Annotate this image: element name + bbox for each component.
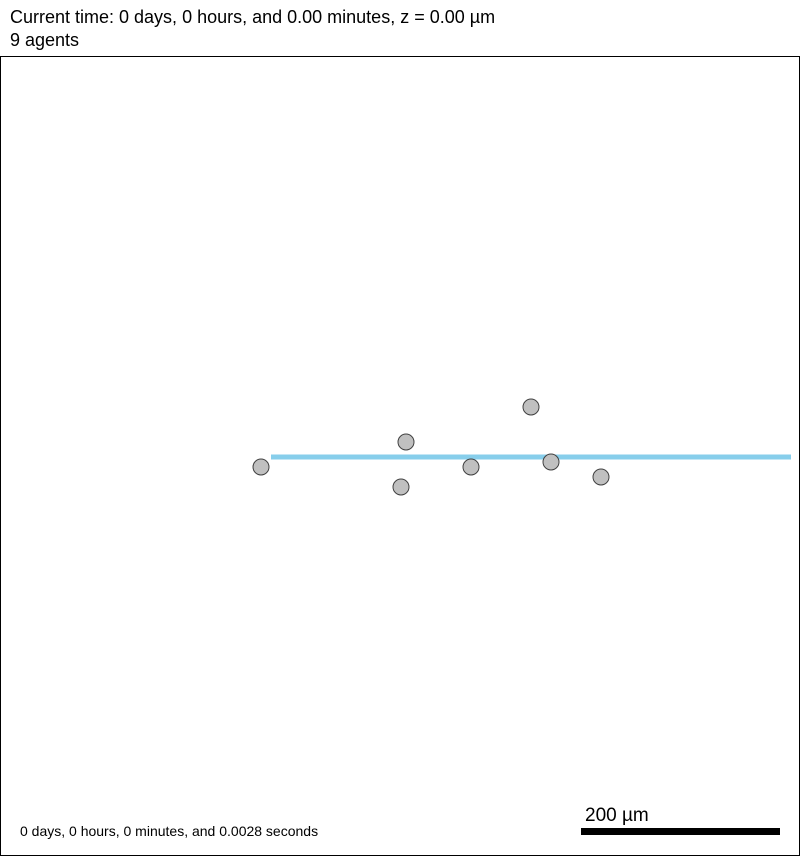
scale-bar-label: 200 µm (585, 805, 649, 826)
agent-cell (542, 453, 560, 471)
agent-cell (397, 433, 415, 451)
agent-cell (392, 478, 410, 496)
scale-bar (581, 828, 780, 835)
agents-plot (252, 398, 791, 496)
plot-area (0, 56, 800, 856)
agent-cell (252, 458, 270, 476)
elapsed-time-label: 0 days, 0 hours, 0 minutes, and 0.0028 s… (20, 823, 319, 839)
header: Current time: 0 days, 0 hours, and 0.00 … (0, 0, 800, 56)
agents-group (252, 398, 610, 496)
agent-cell (592, 468, 610, 486)
agent-cell (462, 458, 480, 476)
current-time-label: Current time: 0 days, 0 hours, and 0.00 … (10, 7, 496, 27)
agent-count-label: 9 agents (10, 30, 80, 50)
agent-cell (522, 398, 540, 416)
